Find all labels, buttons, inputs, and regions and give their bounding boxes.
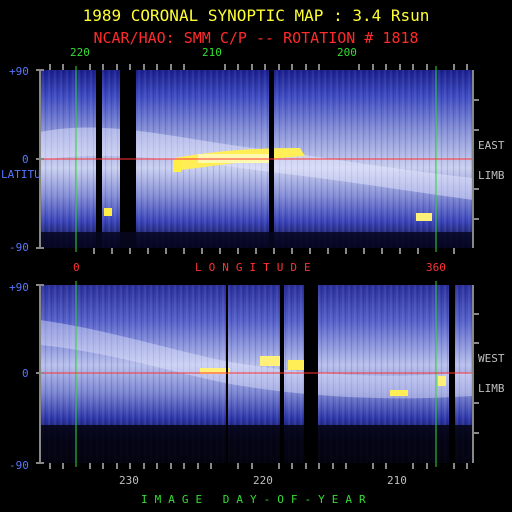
top-lat-tick-plus90: +90 <box>9 65 29 78</box>
bottom-lat-tick-minus90: -90 <box>9 459 29 472</box>
longitude-axis-label: LONGITUDE <box>195 261 318 274</box>
top-lat-tick-minus90: -90 <box>9 241 29 254</box>
longitude-tick-0: 0 <box>73 261 80 274</box>
longitude-tick-360: 360 <box>426 261 446 274</box>
bottom-lat-tick-0: 0 <box>22 367 29 380</box>
top-lat-tick-0: 0 <box>22 153 29 166</box>
bottom-synoptic-map <box>36 281 479 469</box>
top-synoptic-map <box>36 64 479 254</box>
map-title: 1989 CORONAL SYNOPTIC MAP : 3.4 Rsun <box>82 6 430 25</box>
east-limb-label-line2: LIMB <box>478 169 505 182</box>
bottom-day-tick-220: 220 <box>253 474 273 487</box>
top-day-tick-200: 200 <box>337 46 357 59</box>
east-limb-label-line1: EAST <box>478 139 505 152</box>
bottom-day-tick-230: 230 <box>119 474 139 487</box>
bottom-day-tick-210: 210 <box>387 474 407 487</box>
day-of-year-axis-label: IMAGE DAY-OF-YEAR <box>141 493 373 506</box>
top-day-tick-210: 210 <box>202 46 222 59</box>
west-limb-label-line1: WEST <box>478 352 505 365</box>
west-limb-label-line2: LIMB <box>478 382 505 395</box>
map-subtitle: NCAR/HAO: SMM C/P -- ROTATION # 1818 <box>93 29 419 47</box>
top-day-tick-220: 220 <box>70 46 90 59</box>
bottom-lat-tick-plus90: +90 <box>9 281 29 294</box>
